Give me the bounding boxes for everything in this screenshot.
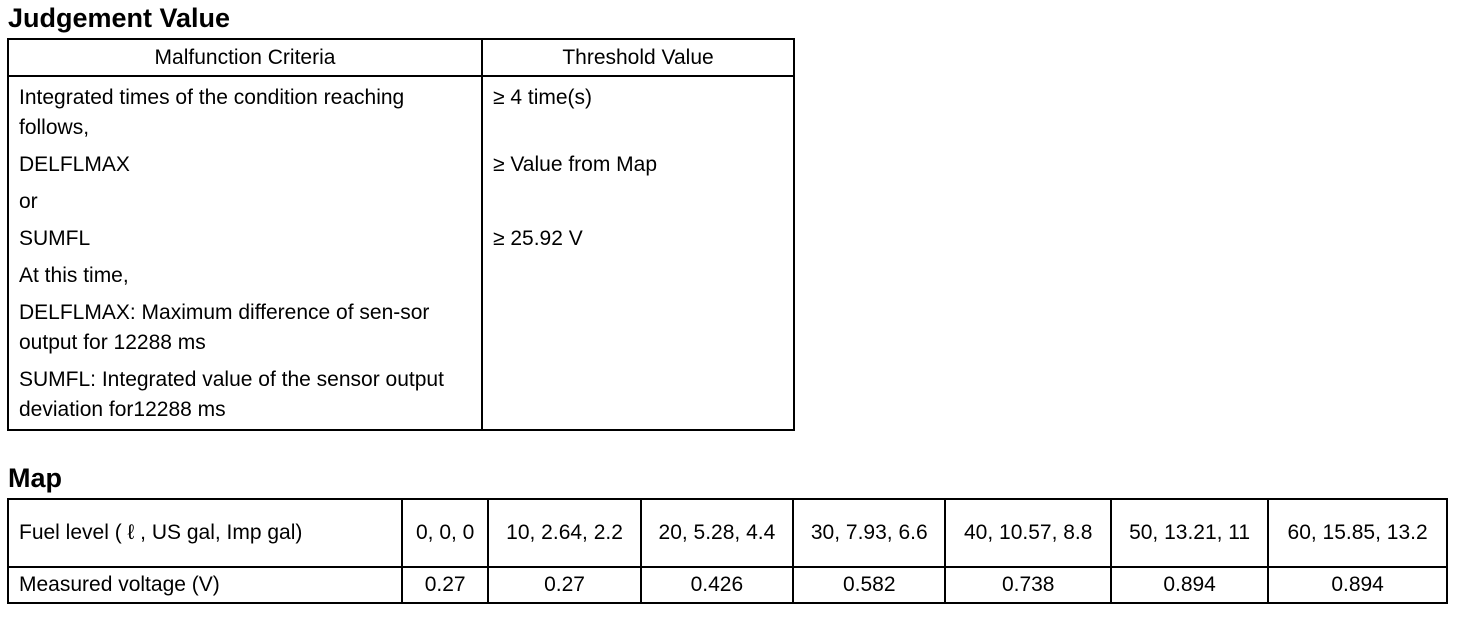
criteria-line: DELFLMAX: Maximum difference of sen-sor …	[19, 301, 430, 354]
map-heading: Map	[8, 463, 62, 493]
fuel-level-label: Fuel level ( ℓ , US gal, Imp gal)	[7, 498, 403, 568]
measured-voltage-value: 0.894	[1267, 566, 1448, 604]
threshold-cell: ≥ 4 time(s) ≥ Value from Map ≥ 25.92 V	[481, 76, 795, 431]
fuel-level-value: 40, 10.57, 8.8	[944, 498, 1112, 568]
fuel-level-value: 50, 13.21, 11	[1109, 498, 1270, 568]
criteria-line: Integrated times of the condition reachi…	[19, 86, 405, 139]
fuel-level-value: 60, 15.85, 13.2	[1267, 498, 1448, 568]
threshold-delflmax: ≥ Value from Map	[493, 153, 658, 176]
measured-voltage-label: Measured voltage (V)	[7, 566, 403, 604]
fuel-level-value: 30, 7.93, 6.6	[792, 498, 947, 568]
measured-voltage-row: Measured voltage (V) 0.27 0.27 0.426 0.5…	[7, 566, 1448, 604]
judgement-body-row: Integrated times of the condition reachi…	[7, 76, 795, 431]
map-table: Fuel level ( ℓ , US gal, Imp gal) 0, 0, …	[7, 498, 1448, 604]
criteria-line: SUMFL	[19, 227, 91, 250]
criteria-line: or	[19, 190, 38, 213]
judgement-value-heading: Judgement Value	[8, 3, 231, 33]
header-malfunction-criteria: Malfunction Criteria	[7, 38, 483, 77]
measured-voltage-value: 0.27	[487, 566, 642, 604]
criteria-cell: Integrated times of the condition reachi…	[7, 76, 483, 431]
judgement-header-row: Malfunction Criteria Threshold Value	[7, 38, 795, 77]
threshold-times: ≥ 4 time(s)	[493, 86, 593, 109]
measured-voltage-value: 0.426	[639, 566, 795, 604]
header-threshold-value: Threshold Value	[481, 38, 795, 77]
fuel-level-row: Fuel level ( ℓ , US gal, Imp gal) 0, 0, …	[7, 498, 1448, 568]
measured-voltage-value: 0.894	[1109, 566, 1270, 604]
criteria-line: At this time,	[19, 264, 129, 287]
threshold-spacer	[493, 187, 783, 217]
criteria-line: DELFLMAX	[19, 153, 130, 176]
fuel-level-value: 10, 2.64, 2.2	[487, 498, 642, 568]
fuel-level-value: 20, 5.28, 4.4	[639, 498, 795, 568]
fuel-level-value: 0, 0, 0	[400, 498, 490, 568]
threshold-sumfl: ≥ 25.92 V	[493, 227, 583, 250]
measured-voltage-value: 0.738	[944, 566, 1112, 604]
judgement-table: Malfunction Criteria Threshold Value Int…	[7, 38, 795, 431]
measured-voltage-value: 0.27	[400, 566, 490, 604]
criteria-line: SUMFL: Integrated value of the sensor ou…	[19, 368, 444, 421]
measured-voltage-value: 0.582	[792, 566, 947, 604]
